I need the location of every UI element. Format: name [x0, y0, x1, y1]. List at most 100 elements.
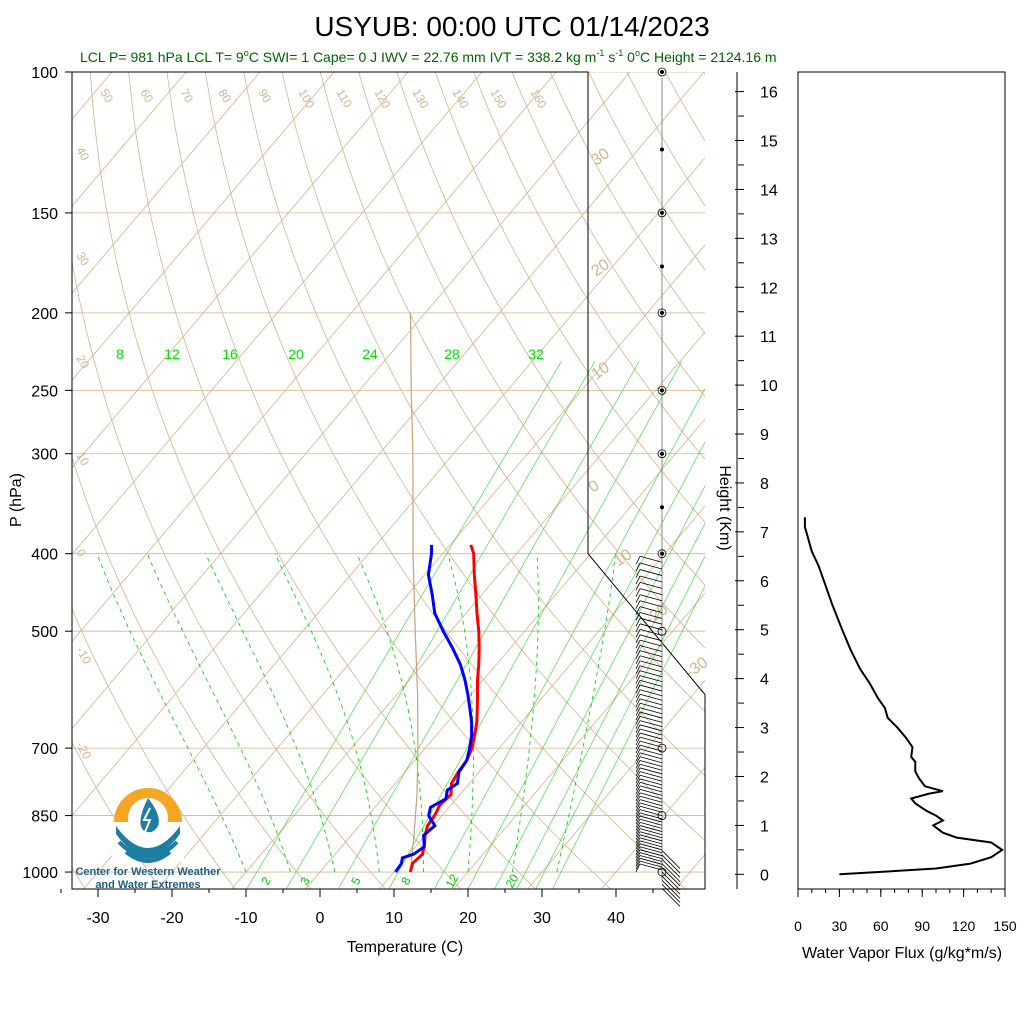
dry-adiabat-label: 60	[137, 87, 156, 106]
wind-barb-flag	[635, 775, 641, 784]
x-tick-label: 10	[385, 910, 403, 927]
mixing-ratio-label: 20	[288, 346, 304, 362]
isotherm-left-label: 10	[73, 450, 92, 469]
isotherm-label: -30	[683, 654, 712, 681]
x-tick-label: 0	[316, 910, 325, 927]
isotherm-line	[72, 72, 483, 556]
wind-barb	[639, 612, 663, 619]
logo-line1: Center for Western Weather	[75, 866, 221, 878]
height-tick-label: 11	[760, 329, 777, 346]
mixing-ratio-line	[388, 361, 683, 889]
water-vapor-flux-line	[803, 517, 1004, 876]
height-tick-label: 10	[760, 378, 778, 395]
moist-adiabat	[447, 553, 474, 873]
wind-barb	[639, 711, 663, 719]
wind-barb-flag	[635, 639, 641, 649]
wind-barb-flag	[635, 849, 641, 858]
dry-adiabat-label: 150	[487, 87, 509, 112]
wind-barb-flag	[635, 815, 641, 825]
wind-barb	[639, 670, 663, 678]
dry-adiabat	[204, 72, 686, 889]
wind-barb-flag	[635, 655, 641, 664]
isotherm-line	[157, 244, 705, 889]
wind-barb-flag	[635, 569, 641, 578]
wind-barb-flag	[635, 684, 641, 694]
wind-barb-flag	[635, 799, 641, 808]
wind-barb-flag	[635, 740, 641, 750]
wind-barb	[639, 795, 663, 803]
skew-t-profiles	[394, 312, 481, 873]
wind-level-circle	[657, 67, 667, 77]
wind-barb	[639, 555, 663, 563]
dry-adiabat	[358, 72, 705, 649]
wind-barb	[639, 594, 663, 602]
wind-barb-flag	[635, 660, 641, 670]
wind-barb	[639, 763, 663, 771]
wind-barb	[639, 724, 663, 732]
x-tick-label: -10	[234, 910, 257, 927]
wind-barb	[639, 675, 663, 682]
wind-barb	[639, 774, 663, 782]
wind-barb	[639, 760, 663, 767]
height-tick-label: 8	[760, 476, 769, 493]
y-tick-label: 150	[31, 206, 58, 223]
skew-t-axes: -30 -20 -10 0 10 20 30 401001502002503004005007…	[22, 65, 654, 927]
height-tick-label: 5	[760, 623, 769, 640]
mixing-ratio-bottom-label: 12	[443, 871, 462, 890]
moist-adiabat	[146, 553, 291, 873]
wind-barb-flag	[635, 752, 641, 762]
ivt-exp1: -1	[596, 48, 604, 58]
wind-barb-flag	[635, 689, 641, 698]
wind-calm-dot	[660, 147, 664, 152]
wind-barb-flag	[635, 812, 641, 822]
wind-barb-flag	[635, 744, 641, 754]
isotherm-line	[72, 72, 631, 730]
isotherm-line	[231, 331, 705, 889]
wind-barb-flag	[635, 720, 641, 729]
wind-barb-flag	[635, 670, 641, 679]
mixing-ratio-bottom-label: 5	[348, 874, 364, 887]
wind-barb-surface	[661, 850, 681, 869]
isotherm-line	[305, 418, 705, 889]
wind-barb-flag	[635, 846, 641, 855]
wind-barb-flag	[635, 582, 641, 591]
wind-barb	[639, 846, 663, 854]
wind-barb	[639, 778, 663, 786]
isotherm-line	[72, 72, 409, 468]
wind-barb	[639, 639, 663, 647]
mixing-ratio-bottom-label: 2	[258, 874, 274, 887]
wind-barb-flag	[635, 858, 641, 867]
wind-barb	[639, 655, 663, 663]
wind-barb-flag	[635, 575, 641, 585]
mixing-ratio-label: 12	[164, 346, 180, 362]
ivt: IVT = 338.2 kg m	[490, 49, 597, 65]
wind-barb-flag	[635, 834, 641, 843]
wind-level-circle	[657, 743, 667, 753]
wind-barb-surface	[661, 875, 681, 895]
wind-barb-flag	[635, 825, 641, 834]
wind-barb	[639, 818, 663, 826]
x-tick-label: 30	[533, 910, 551, 927]
wind-barb	[639, 628, 663, 636]
wind-barb-flag	[635, 748, 641, 758]
wind-level-circle	[657, 449, 667, 459]
skew-t-background	[72, 72, 705, 889]
wind-barb	[639, 767, 663, 775]
dry-adiabat	[243, 72, 705, 842]
wind-barb-flag	[635, 588, 641, 597]
moist-adiabat	[205, 553, 336, 873]
y-tick-label: 200	[31, 306, 58, 323]
wind-barb-flag	[635, 556, 641, 565]
wind-barb	[639, 802, 663, 810]
wind-barb	[639, 562, 663, 570]
wind-barb-flag	[635, 606, 641, 615]
wind-barb-flag	[635, 822, 641, 831]
height-tick-label: 16	[760, 85, 778, 102]
wind-barb	[639, 617, 663, 625]
wind-level-circle	[657, 811, 667, 820]
height-tick-label: 12	[760, 280, 778, 297]
logo-line2: and Water Extremes	[95, 879, 200, 891]
dry-adiabat	[549, 72, 705, 335]
